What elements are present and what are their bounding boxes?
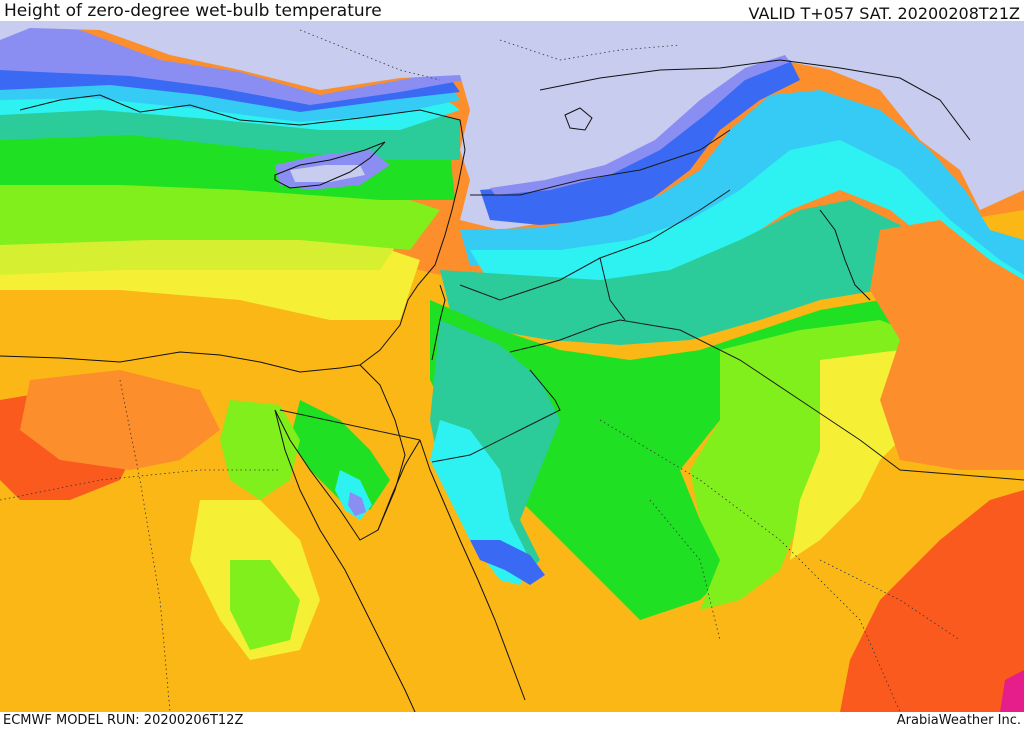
model-run-label: ECMWF MODEL RUN: 20200206T12Z (3, 713, 244, 728)
field-orange-east (870, 220, 1024, 470)
field-skyblue-west (0, 80, 460, 122)
field-violet-west (0, 25, 465, 105)
field-teal-east (440, 200, 940, 345)
field-lime-egypt-south (230, 560, 300, 650)
weather-map (0, 21, 1024, 712)
field-teal-west (0, 100, 460, 160)
valid-time-label: VALID T+057 SAT. 20200208T21Z (748, 4, 1020, 23)
field-royalblue-arabia (470, 540, 545, 585)
field-lime-egypt (220, 400, 300, 500)
admin-boundaries (0, 29, 961, 712)
borders (279, 129, 1024, 481)
coastlines (0, 59, 971, 712)
field-violet-east (490, 55, 790, 195)
field-below-freezing-cyprus (290, 165, 365, 182)
field-violet-sinai (348, 492, 366, 516)
field-skyblue-east (460, 90, 1024, 275)
field-green-east (430, 300, 900, 620)
credit-label: ArabiaWeather Inc. (896, 713, 1021, 728)
title-bar: Height of zero-degree wet-bulb temperatu… (0, 0, 1024, 23)
field-green-sinai (290, 400, 390, 510)
field-magenta-corner (1000, 670, 1024, 712)
footer-bar: ECMWF MODEL RUN: 20200206T12Z ArabiaWeat… (0, 712, 1024, 729)
field-orange-westblob (20, 370, 220, 470)
wet-bulb-map-svg (0, 21, 1024, 712)
map-title: Height of zero-degree wet-bulb temperatu… (4, 1, 382, 21)
field-below-freezing-north (0, 21, 1024, 230)
field-cyan-east (470, 140, 1024, 300)
field-redorange-southeast (840, 490, 1024, 712)
